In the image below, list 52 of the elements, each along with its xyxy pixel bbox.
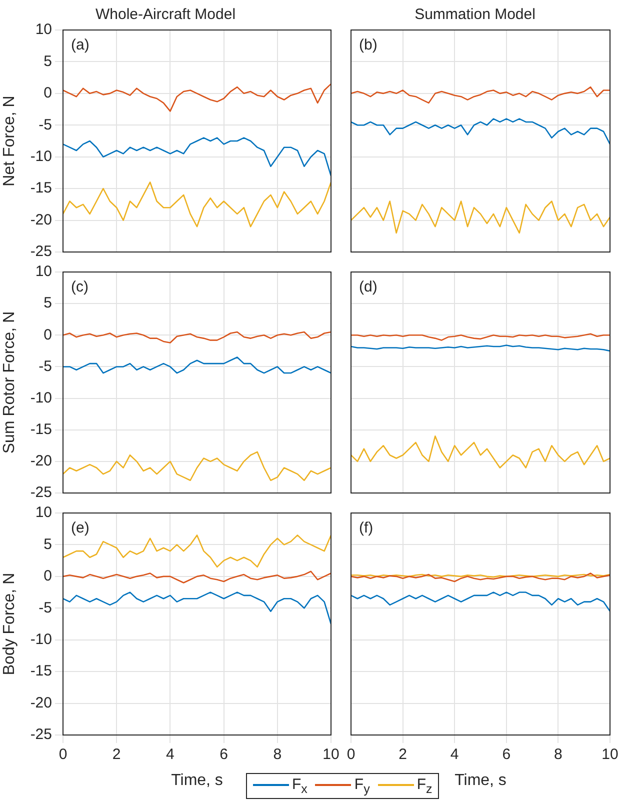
annotation: (c)	[71, 278, 88, 296]
chart-title: Summation Model	[414, 6, 536, 24]
legend-label: F$_{z}$	[416, 776, 432, 796]
y-axis-title: Net Force, N	[1, 96, 18, 186]
y-tick-label: -15	[30, 662, 52, 680]
y-tick-label: -15	[30, 421, 52, 438]
y-tick-label: 10	[35, 21, 52, 38]
y-tick-label: 5	[44, 52, 52, 70]
y-tick-label: -25	[30, 726, 52, 744]
y-tick-label: -15	[30, 180, 52, 197]
y-tick-label: 5	[44, 294, 52, 312]
y-tick-label: -10	[30, 389, 52, 406]
x-axis-title: Time, s	[454, 772, 506, 789]
y-axis-title: Body Force, N	[1, 572, 18, 676]
annotation: (f)	[359, 520, 374, 537]
y-tick-label: 0	[44, 568, 52, 585]
y-tick-label: -5	[38, 599, 52, 616]
y-tick-label: -10	[30, 148, 52, 165]
y-tick-label: -25	[30, 243, 52, 260]
legend-label: F$_{x}$	[292, 776, 308, 796]
y-tick-label: 10	[35, 263, 52, 280]
x-axis-title: Time, s	[171, 772, 223, 789]
x-tick-label: 6	[502, 746, 511, 764]
y-tick-label: -20	[30, 452, 52, 470]
x-tick-label: 2	[112, 746, 121, 764]
x-tick-label: 8	[554, 746, 562, 764]
x-tick-label: 6	[220, 746, 228, 764]
annotation: (b)	[359, 36, 378, 54]
legend-label: F$_{y}$	[354, 776, 370, 796]
x-tick-label: 0	[58, 746, 68, 764]
x-tick-label: 4	[450, 746, 459, 764]
y-tick-label: -10	[30, 631, 52, 648]
x-tick-label: 2	[398, 746, 407, 764]
x-tick-label: 0	[346, 746, 356, 764]
annotation: (e)	[71, 520, 90, 537]
y-tick-label: -25	[30, 484, 52, 502]
y-tick-label: 0	[44, 84, 52, 102]
y-tick-label: 10	[35, 504, 52, 522]
y-tick-label: -20	[30, 211, 52, 228]
y-tick-label: -20	[30, 694, 52, 712]
y-tick-label: -5	[38, 358, 52, 375]
x-tick-label: 8	[273, 746, 282, 764]
x-tick-label: 4	[166, 746, 174, 764]
x-tick-label: 10	[602, 746, 618, 764]
y-tick-label: -5	[38, 116, 52, 134]
chart-title: Whole-Aircraft Model	[95, 6, 236, 24]
annotation: (a)	[71, 36, 90, 54]
y-axis-title: Sum Rotor Force, N	[1, 311, 18, 454]
x-tick-label: 10	[322, 746, 340, 764]
annotation: (d)	[359, 278, 378, 296]
y-tick-label: 0	[44, 326, 52, 344]
y-tick-label: 5	[44, 536, 52, 553]
